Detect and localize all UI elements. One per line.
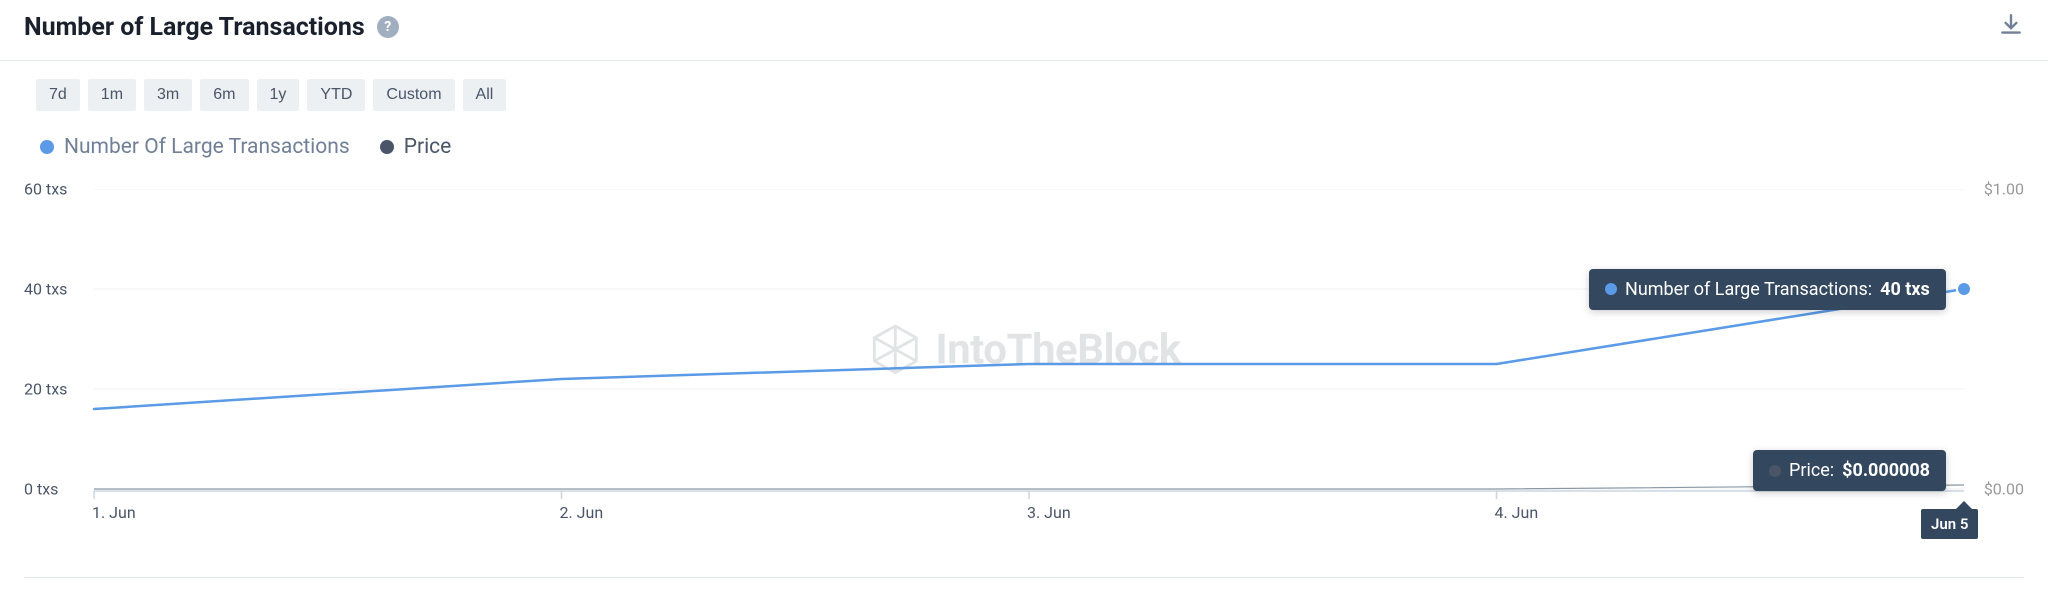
range-1y[interactable]: 1y <box>257 79 300 111</box>
y-axis-left-label: 20 txs <box>24 380 67 399</box>
tooltip-label: Price: <box>1789 460 1834 481</box>
line-end-marker <box>1956 281 1972 297</box>
y-axis-right-label: $1.00 <box>1984 180 2024 199</box>
download-icon[interactable] <box>1998 12 2024 42</box>
chart-svg <box>24 189 2024 549</box>
range-ytd[interactable]: YTD <box>307 79 365 111</box>
legend-dot-icon <box>380 140 394 154</box>
tooltip-dot-icon <box>1605 283 1617 295</box>
legend-dot-icon <box>40 140 54 154</box>
range-1m[interactable]: 1m <box>88 79 136 111</box>
range-custom[interactable]: Custom <box>373 79 454 111</box>
x-axis-label: 2. Jun <box>560 503 604 522</box>
tooltip-value: 40 txs <box>1880 279 1930 300</box>
page-title: Number of Large Transactions <box>24 13 365 42</box>
help-icon[interactable]: ? <box>377 16 399 38</box>
x-axis-label: 4. Jun <box>1495 503 1539 522</box>
x-axis-label: 3. Jun <box>1027 503 1071 522</box>
y-axis-left-label: 0 txs <box>24 480 58 499</box>
legend-item-price[interactable]: Price <box>380 135 452 159</box>
range-3m[interactable]: 3m <box>144 79 192 111</box>
legend-label: Number Of Large Transactions <box>64 135 350 159</box>
range-6m[interactable]: 6m <box>200 79 248 111</box>
legend: Number Of Large Transactions Price <box>0 111 2048 159</box>
legend-item-txs[interactable]: Number Of Large Transactions <box>40 135 350 159</box>
x-axis-label: 1. Jun <box>92 503 136 522</box>
tooltip-transactions: Number of Large Transactions: 40 txs <box>1589 269 1946 310</box>
x-axis-flag: Jun 5 <box>1921 509 1978 539</box>
legend-label: Price <box>404 135 452 159</box>
y-axis-left-label: 60 txs <box>24 180 67 199</box>
chart-card: Number of Large Transactions ? 7d 1m 3m … <box>0 0 2048 616</box>
range-all[interactable]: All <box>463 79 507 111</box>
chart-plot: IntoTheBlock Number of Large Transaction… <box>24 189 2024 549</box>
y-axis-right-label: $0.00 <box>1984 480 2024 499</box>
title-wrap: Number of Large Transactions ? <box>24 13 399 42</box>
tooltip-dot-icon <box>1769 465 1781 477</box>
range-controls: 7d 1m 3m 6m 1y YTD Custom All <box>0 61 2048 111</box>
range-7d[interactable]: 7d <box>36 79 80 111</box>
tooltip-label: Number of Large Transactions: <box>1625 279 1872 300</box>
tooltip-value: $0.000008 <box>1842 460 1930 481</box>
tooltip-price: Price: $0.000008 <box>1753 450 1946 491</box>
bottom-divider <box>24 577 2024 578</box>
y-axis-left-label: 40 txs <box>24 280 67 299</box>
header: Number of Large Transactions ? <box>0 0 2048 60</box>
